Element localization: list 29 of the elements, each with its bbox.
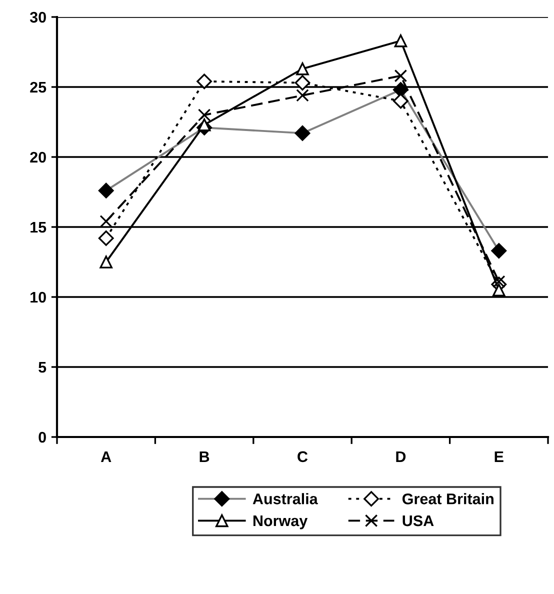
y-tick-label: 5 bbox=[38, 362, 46, 373]
point bbox=[98, 230, 114, 246]
legend-label: Australia bbox=[252, 493, 318, 504]
y-tick-label: 25 bbox=[30, 82, 46, 93]
x-tick-label: E bbox=[494, 451, 504, 462]
point bbox=[196, 74, 212, 90]
point bbox=[394, 69, 408, 82]
y-tick-label: 0 bbox=[38, 432, 46, 443]
x-tick-label: B bbox=[200, 451, 210, 462]
x-tick-label: D bbox=[396, 451, 406, 462]
point bbox=[100, 215, 112, 228]
point bbox=[100, 256, 112, 268]
y-tick-label: 10 bbox=[30, 292, 46, 303]
point bbox=[294, 75, 310, 91]
point bbox=[296, 89, 309, 102]
point bbox=[392, 93, 408, 109]
legend-label: USA bbox=[402, 515, 434, 526]
legend-label: Norway bbox=[253, 516, 308, 530]
point bbox=[296, 62, 309, 76]
point bbox=[492, 284, 506, 296]
y-tick-label: 20 bbox=[30, 152, 46, 163]
legend-label: Great Britain bbox=[402, 493, 494, 504]
y-tick-label: 15 bbox=[30, 222, 46, 233]
point bbox=[198, 108, 211, 122]
point bbox=[394, 34, 408, 48]
y-tick-label: 30 bbox=[30, 12, 46, 23]
x-tick-label: C bbox=[298, 451, 308, 462]
point bbox=[198, 118, 211, 132]
x-tick-label: A bbox=[100, 451, 112, 462]
